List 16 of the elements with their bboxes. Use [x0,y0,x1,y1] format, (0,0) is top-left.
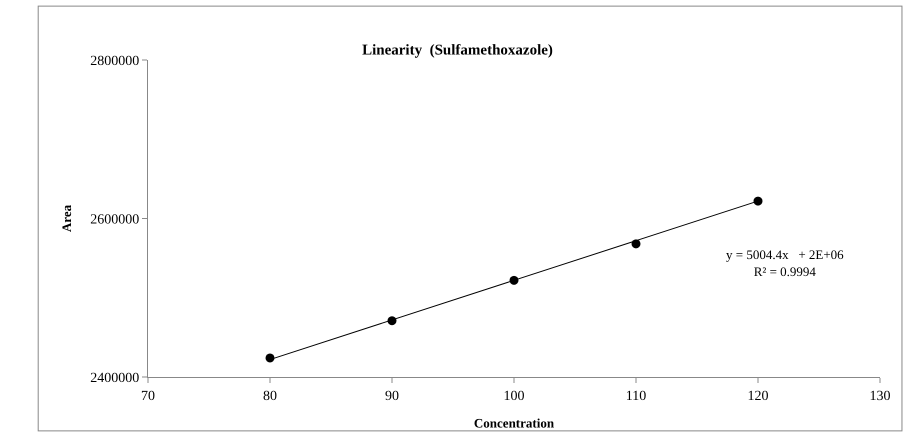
x-tick-label: 110 [626,388,646,404]
point [754,196,762,206]
x-tick-label: 130 [870,388,890,404]
x-axis-title: Concentration [474,415,555,430]
x-tick-label: 90 [385,388,399,404]
x-tick-label: 100 [504,388,524,404]
x-tick-label: 80 [263,388,277,404]
y-tick-label: 2400000 [90,370,140,386]
x-tick-label: 120 [748,388,768,404]
x-tick-label: 70 [141,388,155,404]
chart-title: Linearity (Sulfamethoxazole) [362,42,553,58]
annotation: y = 5004.4x + 2E+06 R² = 0.9994 [726,247,844,279]
point [266,353,274,362]
y-tick-label: 2800000 [90,54,140,69]
y-tick-label: 2600000 [90,212,140,228]
y-axis-title: Area [59,204,74,232]
